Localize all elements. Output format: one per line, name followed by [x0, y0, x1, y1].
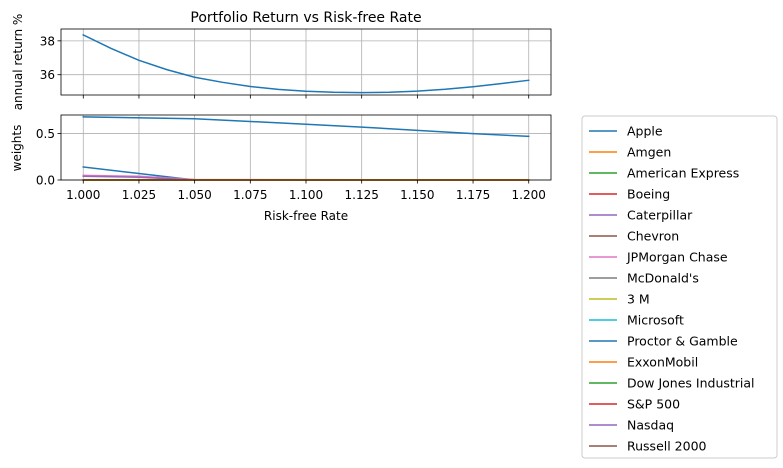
weights-series-line-apple	[82, 116, 530, 138]
legend-item-dow-jones-industrial: Dow Jones Industrial	[589, 376, 755, 391]
legend-item-boeing: Boeing	[589, 187, 670, 202]
legend-label: Boeing	[627, 187, 670, 202]
weights-x-tick-label: 1.175	[456, 188, 490, 202]
legend-label: 3 M	[627, 292, 650, 307]
legend-item-exxonmobil: ExxonMobil	[589, 355, 698, 370]
legend-label: S&P 500	[627, 397, 680, 412]
weights-y-tick-label: 0.0	[36, 174, 55, 188]
legend-label: Chevron	[627, 229, 679, 244]
legend-item-chevron: Chevron	[589, 229, 679, 244]
chart-title: Portfolio Return vs Risk-free Rate	[190, 10, 421, 26]
legend-item-s-p-500: S&P 500	[589, 397, 680, 412]
legend-box	[581, 115, 778, 459]
legend-label: Dow Jones Industrial	[627, 376, 755, 391]
legend-item-apple: Apple	[589, 124, 663, 139]
weights-x-tick-label: 1.025	[122, 188, 156, 202]
legend-label: Caterpillar	[627, 208, 693, 223]
legend-item-mcdonald-s: McDonald's	[589, 271, 699, 286]
legend-label: McDonald's	[627, 271, 699, 286]
legend-label: Proctor & Gamble	[627, 334, 738, 349]
weights-x-tick-label: 1.000	[66, 188, 100, 202]
legend-item-3-m: 3 M	[589, 292, 650, 307]
legend-label: Nasdaq	[627, 418, 674, 433]
legend-label: JPMorgan Chase	[626, 250, 728, 265]
weights-x-tick-label: 1.050	[177, 188, 211, 202]
x-axis-label: Risk-free Rate	[264, 209, 348, 223]
legend-item-caterpillar: Caterpillar	[589, 208, 693, 223]
return-plot-frame	[60, 28, 552, 96]
legend-item-proctor-gamble: Proctor & Gamble	[589, 334, 738, 349]
return-y-axis-label: annual return %	[11, 14, 25, 111]
legend-item-russell-2000: Russell 2000	[589, 439, 707, 454]
legend-item-amgen: Amgen	[589, 145, 671, 160]
weights-x-tick-label: 1.200	[512, 188, 546, 202]
return-series-line-return	[82, 33, 530, 94]
legend-item-nasdaq: Nasdaq	[589, 418, 674, 433]
legend-label: Microsoft	[627, 313, 684, 328]
legend-label: Russell 2000	[627, 439, 707, 454]
weights-x-tick-label: 1.150	[400, 188, 434, 202]
return-subplot: Portfolio Return vs Risk-free Rate 3638 …	[11, 10, 552, 111]
weights-plot-frame	[60, 114, 552, 181]
legend: Apple Amgen American Express Boeing Caterpil…	[581, 115, 778, 459]
weights-y-tick-label: 0.5	[36, 127, 55, 141]
weights-y-axis-label: weights	[10, 125, 24, 172]
legend-label: American Express	[627, 166, 739, 181]
weights-x-tick-label: 1.125	[345, 188, 379, 202]
legend-item-microsoft: Microsoft	[589, 313, 684, 328]
legend-label: Apple	[627, 124, 663, 139]
legend-item-jpmorgan-chase: JPMorgan Chase	[589, 250, 728, 265]
return-y-tick-label: 38	[40, 34, 55, 48]
legend-item-american-express: American Express	[589, 166, 739, 181]
weights-subplot: 0.0 0.5 1.000 1.025 1.050 1.075 1.100 1.125 1.1…	[10, 114, 552, 223]
legend-label: ExxonMobil	[627, 355, 698, 370]
return-y-tick-label: 36	[40, 68, 55, 82]
weights-x-tick-label: 1.100	[289, 188, 323, 202]
legend-label: Amgen	[627, 145, 671, 160]
weights-x-tick-label: 1.075	[233, 188, 267, 202]
